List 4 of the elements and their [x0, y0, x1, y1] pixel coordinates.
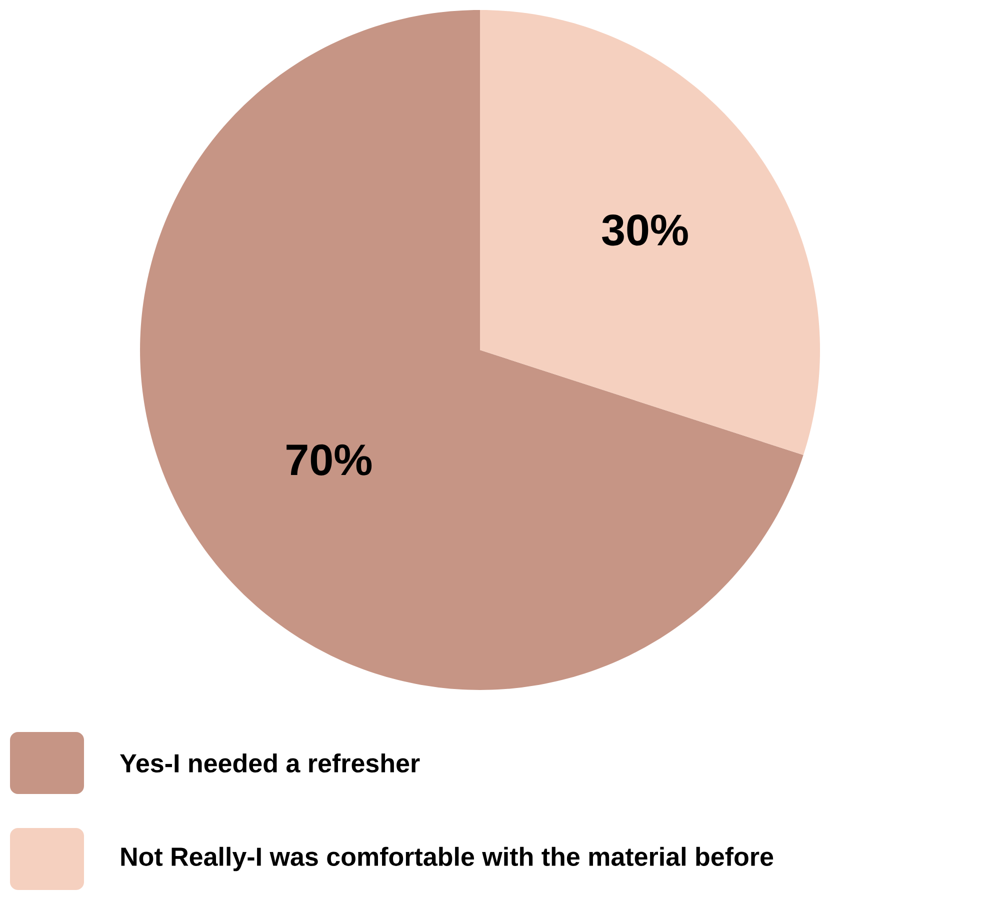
legend-label: Not Really-I was comfortable with the material before	[121, 846, 774, 872]
legend-label: Yes-I needed a refresher	[120, 753, 420, 773]
data-label: 30%	[602, 214, 688, 246]
data-label: 70%	[286, 444, 372, 476]
